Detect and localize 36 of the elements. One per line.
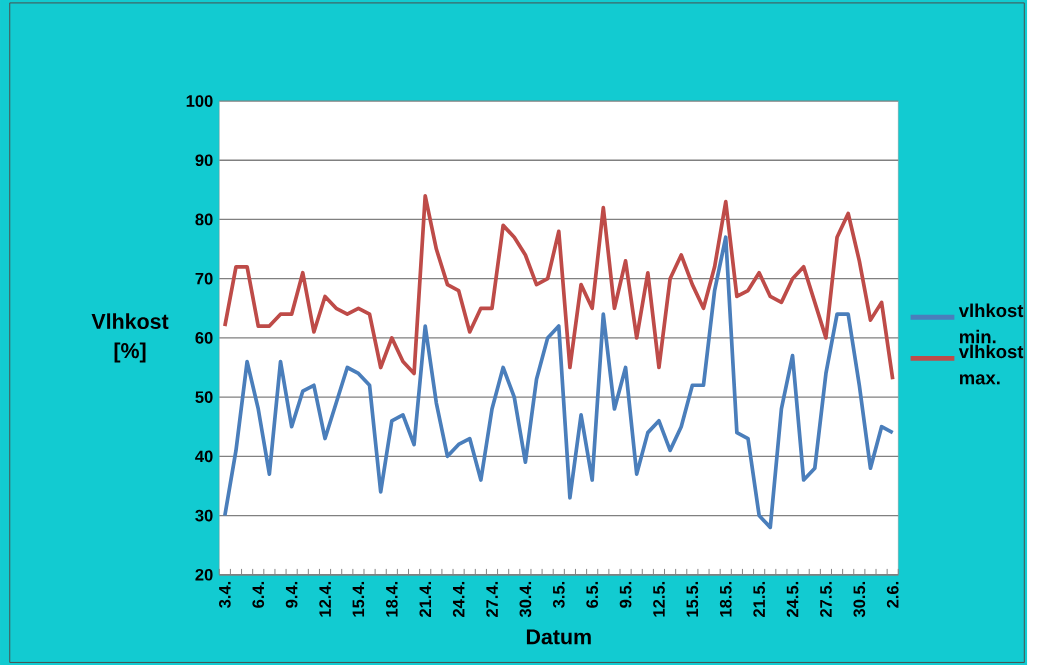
x-tick-label: 3.4.: [218, 581, 231, 608]
y-tick-label: 40: [195, 450, 213, 463]
y-tick-label: 70: [195, 272, 213, 285]
x-tick-label: 9.5.: [619, 581, 632, 608]
y-tick-label: 90: [195, 154, 213, 166]
x-tick-label: 27.4.: [486, 581, 498, 617]
x-tick-label: 12.4.: [319, 581, 331, 617]
x-tick-label: 24.4.: [452, 581, 465, 617]
x-tick-label: 12.5.: [653, 581, 665, 617]
x-tick-label: 6.4.: [252, 581, 265, 608]
x-tick-label: 18.5.: [719, 581, 732, 617]
y-tick-label: 80: [195, 213, 213, 226]
y-tick-label: 20: [195, 568, 213, 581]
y-axis-title: Vlhkost [%]: [91, 313, 169, 363]
x-tick-label: 18.4.: [385, 581, 398, 617]
x-tick-label: 21.5.: [753, 581, 765, 617]
x-axis-title: Datum: [526, 629, 591, 645]
x-tick-label: 30.5.: [853, 581, 866, 618]
x-tick-label: 15.4.: [352, 581, 365, 617]
x-tick-label: 21.4.: [419, 581, 431, 617]
x-tick-label: 27.5.: [820, 581, 832, 617]
legend-label: vlhkost max.: [958, 344, 1024, 385]
x-tick-label: 24.5.: [786, 581, 799, 617]
legend-label: vlhkost min.: [958, 303, 1024, 344]
x-tick-label: 2.6.: [886, 581, 899, 608]
x-tick-label: 3.5.: [552, 581, 565, 608]
y-tick-label: 60: [195, 331, 213, 344]
y-tick-label: 30: [195, 509, 213, 522]
y-tick-label: 100: [186, 95, 213, 107]
line-series: [223, 235, 895, 530]
x-tick-label: 30.4.: [519, 581, 532, 618]
y-tick-label: 50: [195, 391, 213, 403]
x-tick-label: 6.5.: [586, 581, 599, 608]
line-series: [223, 193, 895, 382]
x-tick-label: 15.5.: [686, 581, 699, 617]
x-tick-label: 9.4.: [285, 581, 298, 608]
